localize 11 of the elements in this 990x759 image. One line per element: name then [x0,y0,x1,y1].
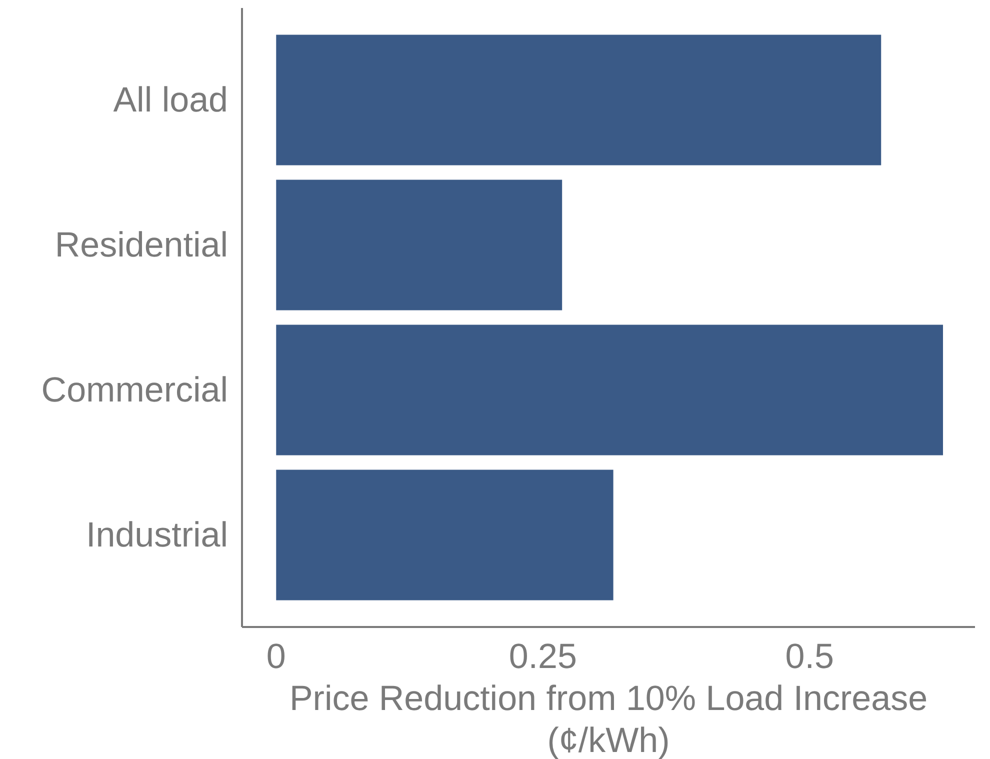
bar [276,34,882,166]
x-tick-label: 0 [266,637,286,676]
y-tick-label: Residential [54,226,228,264]
bar [276,180,562,310]
bar [276,324,943,456]
bar [276,470,614,600]
x-tick-label: 0.5 [785,637,834,676]
x-tick-label: 0.25 [508,637,577,676]
y-tick-label: Industrial [86,516,228,554]
y-tick-label: Commercial [41,370,228,410]
y-tick-label: All load [113,80,228,120]
